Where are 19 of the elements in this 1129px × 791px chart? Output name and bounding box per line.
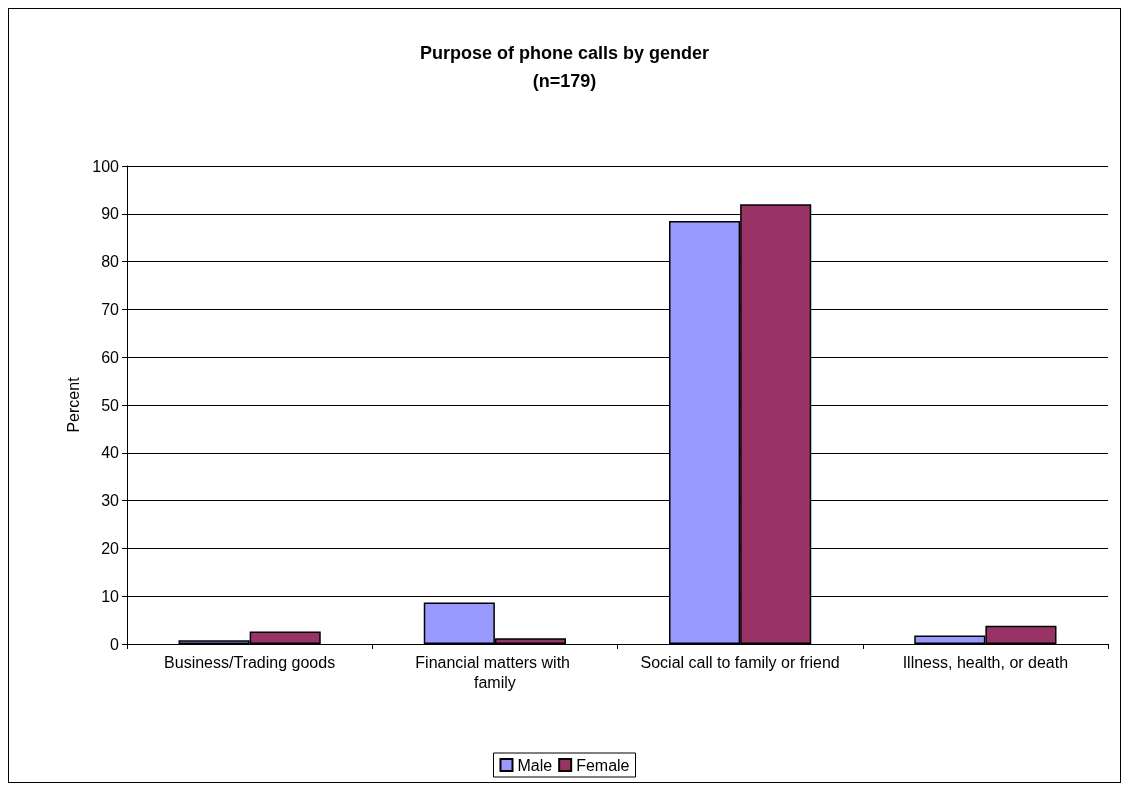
y-tick-label: 50 — [101, 396, 120, 414]
y-tick-label: 20 — [101, 539, 120, 557]
y-tick-label: 40 — [101, 444, 120, 462]
legend-label: Female — [576, 756, 630, 774]
y-tick-label: 60 — [101, 348, 120, 366]
y-tick-label: 30 — [101, 492, 120, 510]
y-tick-label: 90 — [101, 205, 120, 223]
legend-label: Male — [517, 756, 553, 774]
y-tick-label: 100 — [92, 157, 120, 175]
chart-title: Purpose of phone calls by gender (n=179) — [419, 43, 710, 91]
y-tick-label: 0 — [110, 635, 120, 653]
x-tick-label: Illness, health, or death — [902, 653, 1069, 671]
y-tick-label: 70 — [101, 300, 120, 318]
x-tick-label: Financial matters with family — [415, 653, 575, 691]
y-tick-label: 10 — [101, 587, 120, 605]
y-axis-title: Percent — [64, 376, 82, 433]
x-tick-label: Social call to family or friend — [640, 653, 840, 671]
x-tick-label: Business/Trading goods — [164, 653, 336, 671]
y-tick-label: 80 — [101, 253, 120, 271]
